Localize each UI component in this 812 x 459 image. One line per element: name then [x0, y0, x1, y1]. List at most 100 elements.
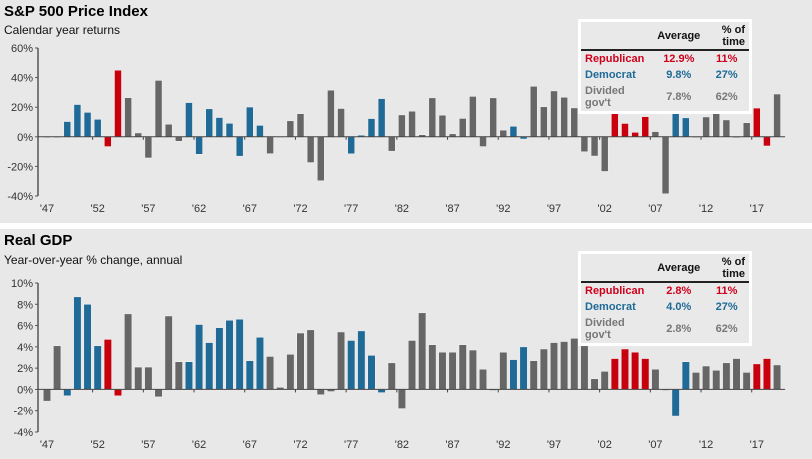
gdp-bar-1951	[83, 304, 92, 390]
sp500-y-tick-label: 60%	[11, 43, 33, 55]
sp500-bar-1950	[73, 104, 82, 138]
sp500-subtitle: Calendar year returns	[4, 23, 121, 37]
sp500-bar-1969	[266, 136, 274, 154]
sp500-chart: 60% 40% 20% 0% -20% -40% '47 '52 '57 '62 '67 '72 '77…	[7, 43, 786, 215]
gdp-bar-1990	[479, 368, 488, 390]
gdp-y-tick-label: -2%	[13, 406, 33, 418]
legend-label: Divided gov't	[585, 85, 625, 109]
gdp-bar-1999	[570, 338, 579, 390]
sp500-bar-2019	[773, 93, 781, 138]
sp500-bar-1977	[347, 136, 355, 155]
legend-average: 9.8%	[666, 69, 692, 81]
sp500-bar-1979	[367, 118, 376, 138]
sp500-bar-1965	[225, 123, 234, 138]
gdp-bar-1973	[306, 329, 315, 390]
sp500-y-tick-label: -20%	[7, 161, 33, 173]
gdp-y-tick-label: -4%	[13, 427, 33, 439]
sp500-bar-1951	[83, 112, 92, 138]
sp500-bar-2017	[753, 107, 761, 138]
sp500-x-tick-label: '57	[141, 203, 155, 215]
gdp-bar-1978	[357, 330, 366, 390]
sp500-bar-2008	[661, 136, 670, 195]
gdp-bar-1957	[144, 366, 153, 390]
sp500-x-tick-label: '07	[648, 203, 662, 215]
sp500-x-tick-label: '12	[699, 203, 713, 215]
gdp-bar-1994	[519, 346, 528, 390]
sp500-bar-1972	[296, 113, 305, 138]
gdp-bar-2015	[732, 358, 741, 390]
gdp-bar-1989	[468, 349, 477, 390]
legend-pct-time: 62%	[715, 323, 738, 335]
sp500-bar-1983	[408, 110, 416, 138]
gdp-bar-1998	[560, 341, 569, 390]
gdp-x-tick-label: '72	[293, 439, 307, 451]
legend-label: Republican	[585, 53, 645, 65]
sp500-panel: S&P 500 Price Index Calendar year return…	[0, 0, 812, 223]
sp500-bar-1995	[529, 86, 538, 138]
gdp-bar-1965	[225, 320, 234, 390]
sp500-bar-1968	[256, 125, 264, 138]
gdp-bar-1996	[539, 348, 548, 390]
sp500-bar-2001	[590, 136, 599, 157]
gdp-bar-1953	[103, 339, 112, 390]
sp500-y-tick-label: 40%	[11, 73, 33, 85]
sp500-y-tick-label: -40%	[7, 191, 33, 203]
gdp-bar-2002	[600, 371, 609, 390]
legend-row-divided: Divided gov't 2.8% 62%	[581, 315, 749, 343]
gdp-bar-2007	[651, 368, 660, 390]
sp500-bar-1971	[286, 120, 295, 138]
legend-label: Democrat	[585, 301, 636, 313]
gdp-y-tick-label: 2%	[17, 363, 33, 375]
gdp-bar-1987	[448, 351, 457, 390]
gdp-x-tick-label: '57	[141, 439, 155, 451]
sp500-bar-2016	[742, 122, 751, 138]
gdp-bar-1964	[215, 327, 224, 390]
gdp-x-tick-label: '82	[395, 439, 409, 451]
gdp-x-tick-label: '52	[91, 439, 105, 451]
sp500-x-tick-label: '87	[445, 203, 459, 215]
sp500-bar-1993	[509, 126, 518, 138]
sp500-bar-2010	[682, 117, 690, 138]
gdp-bar-1982	[397, 389, 406, 409]
gdp-bar-1981	[387, 362, 396, 390]
gdp-bar-2005	[631, 351, 640, 390]
gdp-bar-1995	[529, 360, 538, 390]
gdp-x-tick-label: '97	[547, 439, 561, 451]
gdp-bar-1972	[296, 332, 305, 390]
gdp-x-tick-label: '62	[192, 439, 206, 451]
sp500-bar-1963	[205, 108, 213, 138]
sp500-x-tick-label: '67	[243, 203, 257, 215]
sp500-bar-2006	[641, 116, 650, 138]
gdp-y-tick-label: 4%	[17, 342, 33, 354]
legend-pct-time: 27%	[715, 301, 738, 313]
sp500-bar-1974	[317, 136, 325, 182]
legend-average: 4.0%	[666, 301, 692, 313]
gdp-bar-1956	[134, 366, 143, 390]
sp500-bar-1959	[164, 123, 173, 138]
sp500-bar-1957	[144, 136, 153, 159]
sp500-bar-1956	[134, 132, 143, 138]
gdp-x-tick-label: '47	[40, 439, 54, 451]
sp500-x-tick-label: '47	[40, 203, 54, 215]
gdp-bar-1983	[408, 340, 417, 390]
sp500-bar-1958	[154, 80, 163, 138]
gdp-bar-2016	[742, 372, 751, 390]
legend-row-democrat: Democrat 9.8% 27%	[581, 67, 749, 83]
gdp-chart: 10% 8% 6% 4% 2% 0% -2% -4% '47 '52 '57 '62 '67 '72 '77…	[11, 278, 786, 451]
sp500-bar-1996	[540, 106, 548, 138]
legend-header-blank	[581, 22, 654, 51]
gdp-bar-1949	[63, 389, 72, 397]
gdp-bar-1967	[245, 360, 254, 390]
legend-header-pct-time: % of time	[704, 22, 749, 51]
sp500-bar-1952	[93, 119, 102, 138]
legend-pct-time: 11%	[715, 285, 738, 297]
sp500-bar-1964	[215, 117, 224, 138]
sp500-x-tick-label: '92	[496, 203, 510, 215]
gdp-bar-2000	[580, 345, 589, 390]
gdp-bar-1974	[316, 389, 325, 395]
sp500-bar-1975	[327, 89, 335, 138]
legend-header-average: Average	[653, 22, 705, 51]
gdp-bar-2001	[590, 378, 599, 390]
gdp-y-tick-label: 8%	[17, 299, 33, 311]
legend-pct-time: 11%	[715, 53, 738, 65]
